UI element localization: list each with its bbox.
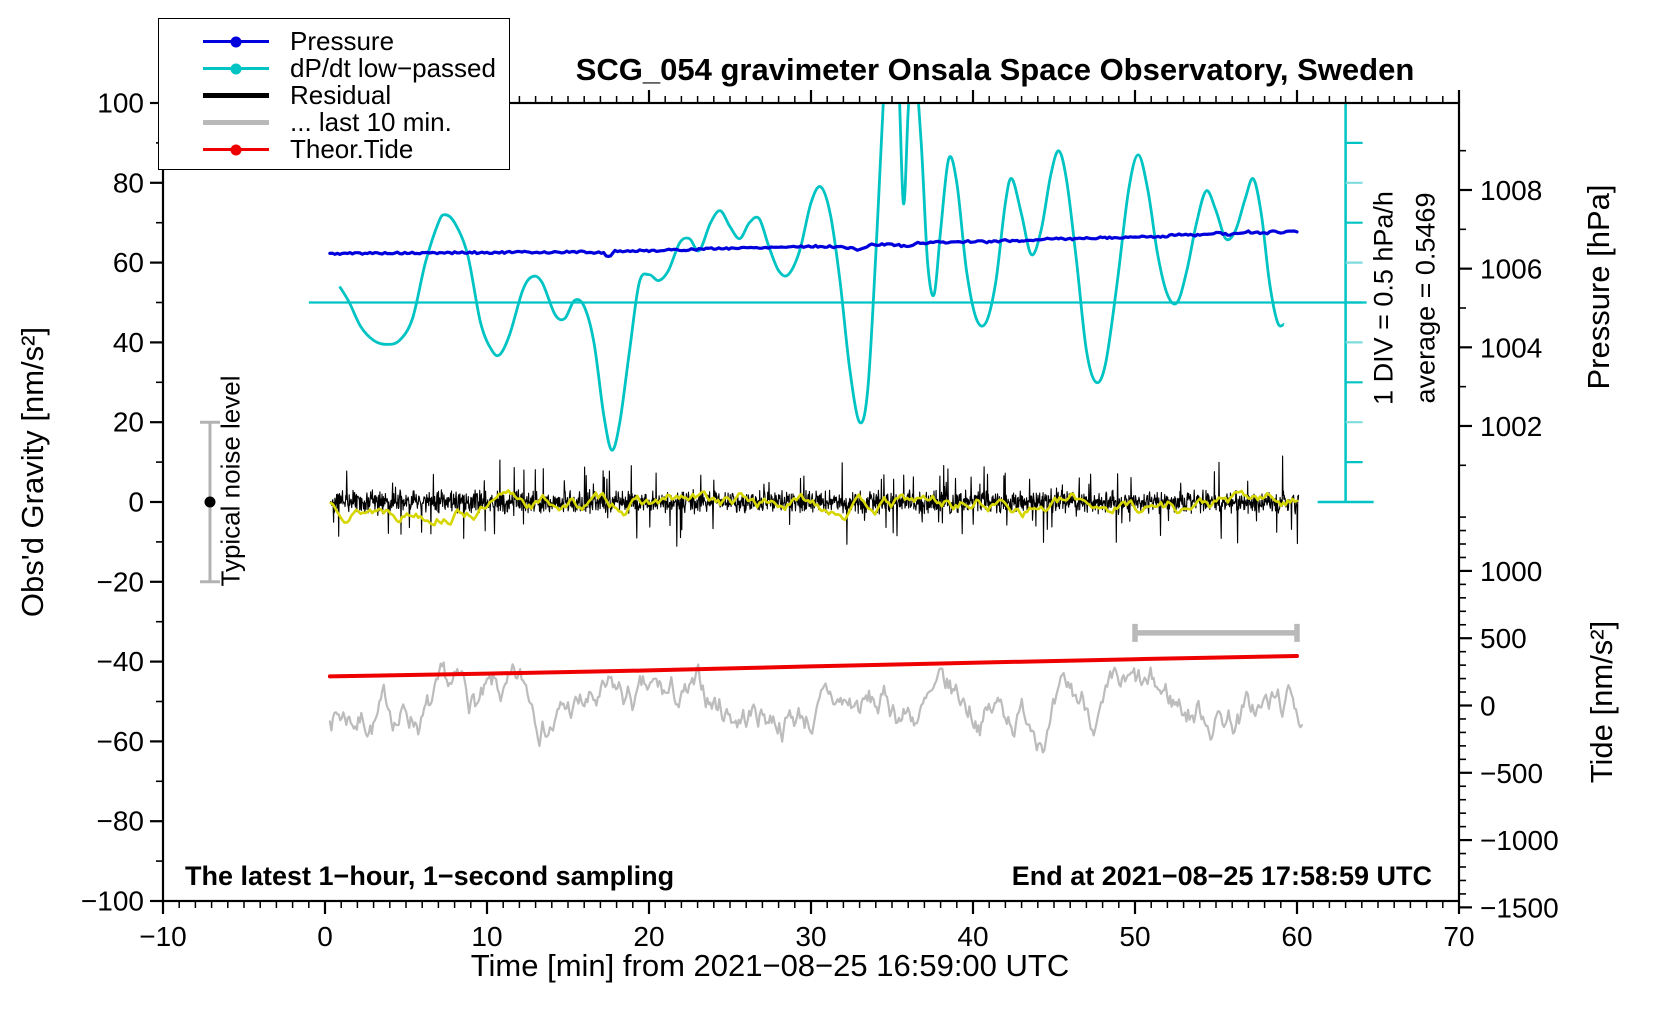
end-time-note: End at 2021−08−25 17:58:59 UTC [1011, 861, 1432, 891]
y-axis-tick-label: −80 [97, 806, 145, 837]
y-axis-title-pressure: Pressure [hPa] [1581, 184, 1616, 390]
last10min-series [328, 661, 1304, 754]
pressure-axis-tick-label: 1004 [1480, 332, 1542, 363]
tide-axis-tick-label: 0 [1480, 691, 1496, 722]
y-axis-tick-label: 20 [113, 407, 144, 438]
tide-axis-tick-label: 500 [1480, 623, 1527, 654]
y-axis-tick-label: 60 [113, 247, 144, 278]
y-axis-tick-label: −100 [81, 886, 144, 917]
average-note: average = 0.5469 [1410, 192, 1441, 404]
residual-series [330, 455, 1300, 547]
y-axis-tick-label: 100 [97, 88, 144, 119]
x-axis-tick-label: 20 [633, 921, 664, 952]
tide-axis-tick-label: −1500 [1480, 892, 1559, 923]
tide-axis-tick-label: −1000 [1480, 825, 1559, 856]
dpdt-series [338, 104, 1285, 452]
x-axis-tick-label: −10 [139, 921, 187, 952]
x-axis-tick-label: 30 [795, 921, 826, 952]
legend-sample-dpdt [203, 63, 269, 74]
legend-item-tide: Theor.Tide [159, 134, 509, 164]
legend-dot-pressure [230, 36, 242, 47]
x-axis-tick-label: 10 [471, 921, 502, 952]
y-axis-title-tide: Tide [nm/s²] [1584, 620, 1619, 784]
pressure-axis-tick-label: 1008 [1480, 175, 1542, 206]
legend-dot-dpdt [230, 63, 242, 74]
legend-sample-tide [203, 144, 269, 155]
x-axis-title: Time [min] from 2021−08−25 16:59:00 UTC [470, 948, 1070, 983]
y-axis-title-gravity: Obs'd Gravity [nm/s²] [15, 326, 50, 618]
sampling-note: The latest 1−hour, 1−second sampling [185, 861, 675, 891]
y-axis-tick-label: 40 [113, 327, 144, 358]
x-axis-tick-label: 40 [957, 921, 988, 952]
y-axis-tick-label: 0 [128, 487, 144, 518]
legend-sample-pressure [203, 36, 269, 47]
legend-item-pressure: Pressure [159, 26, 509, 56]
x-axis-tick-label: 70 [1443, 921, 1474, 952]
noise-errorbar-dot [204, 496, 216, 508]
x-axis-tick-label: 50 [1119, 921, 1150, 952]
x-axis-tick-label: 0 [317, 921, 333, 952]
legend-item-last10min: ... last 10 min. [159, 107, 509, 137]
legend-label-tide: Theor.Tide [290, 134, 414, 164]
legend-label-residual: Residual [290, 80, 392, 110]
series-group [327, 104, 1304, 754]
y-axis-tick-label: −40 [97, 646, 145, 677]
legend-sample-last10min [203, 120, 269, 125]
chart-title: SCG_054 gravimeter Onsala Space Observat… [575, 52, 1415, 87]
legend-line-last10min [203, 120, 269, 125]
legend-item-dpdt: dP/dt low−passed [159, 53, 509, 83]
pressure-series [328, 229, 1299, 258]
tide-series [327, 654, 1299, 679]
y-axis-tick-label: −20 [97, 566, 145, 597]
legend-label-dpdt: dP/dt low−passed [290, 53, 496, 83]
residual-lowpass-series [329, 489, 1299, 527]
x-axis-tick-label: 60 [1281, 921, 1312, 952]
legend: Pressure dP/dt low−passed Residual... last… [158, 18, 510, 170]
legend-sample-residual [203, 93, 269, 98]
legend-label-last10min: ... last 10 min. [290, 107, 452, 137]
legend-line-residual [203, 93, 269, 98]
noise-level-label: Typical noise level [215, 375, 246, 587]
div-scale-note: 1 DIV = 0.5 hPa/h [1368, 191, 1399, 405]
pressure-axis-tick-label: 1002 [1480, 411, 1542, 442]
legend-label-pressure: Pressure [290, 26, 395, 56]
y-axis-tick-label: −60 [97, 726, 145, 757]
legend-item-residual: Residual [159, 80, 509, 110]
legend-dot-tide [230, 144, 242, 155]
tide-axis-tick-label: −500 [1480, 758, 1543, 789]
y-axis-tick-label: 80 [113, 167, 144, 198]
pressure-axis-tick-label: 1006 [1480, 254, 1542, 285]
tide-axis-tick-label: 1000 [1480, 556, 1542, 587]
